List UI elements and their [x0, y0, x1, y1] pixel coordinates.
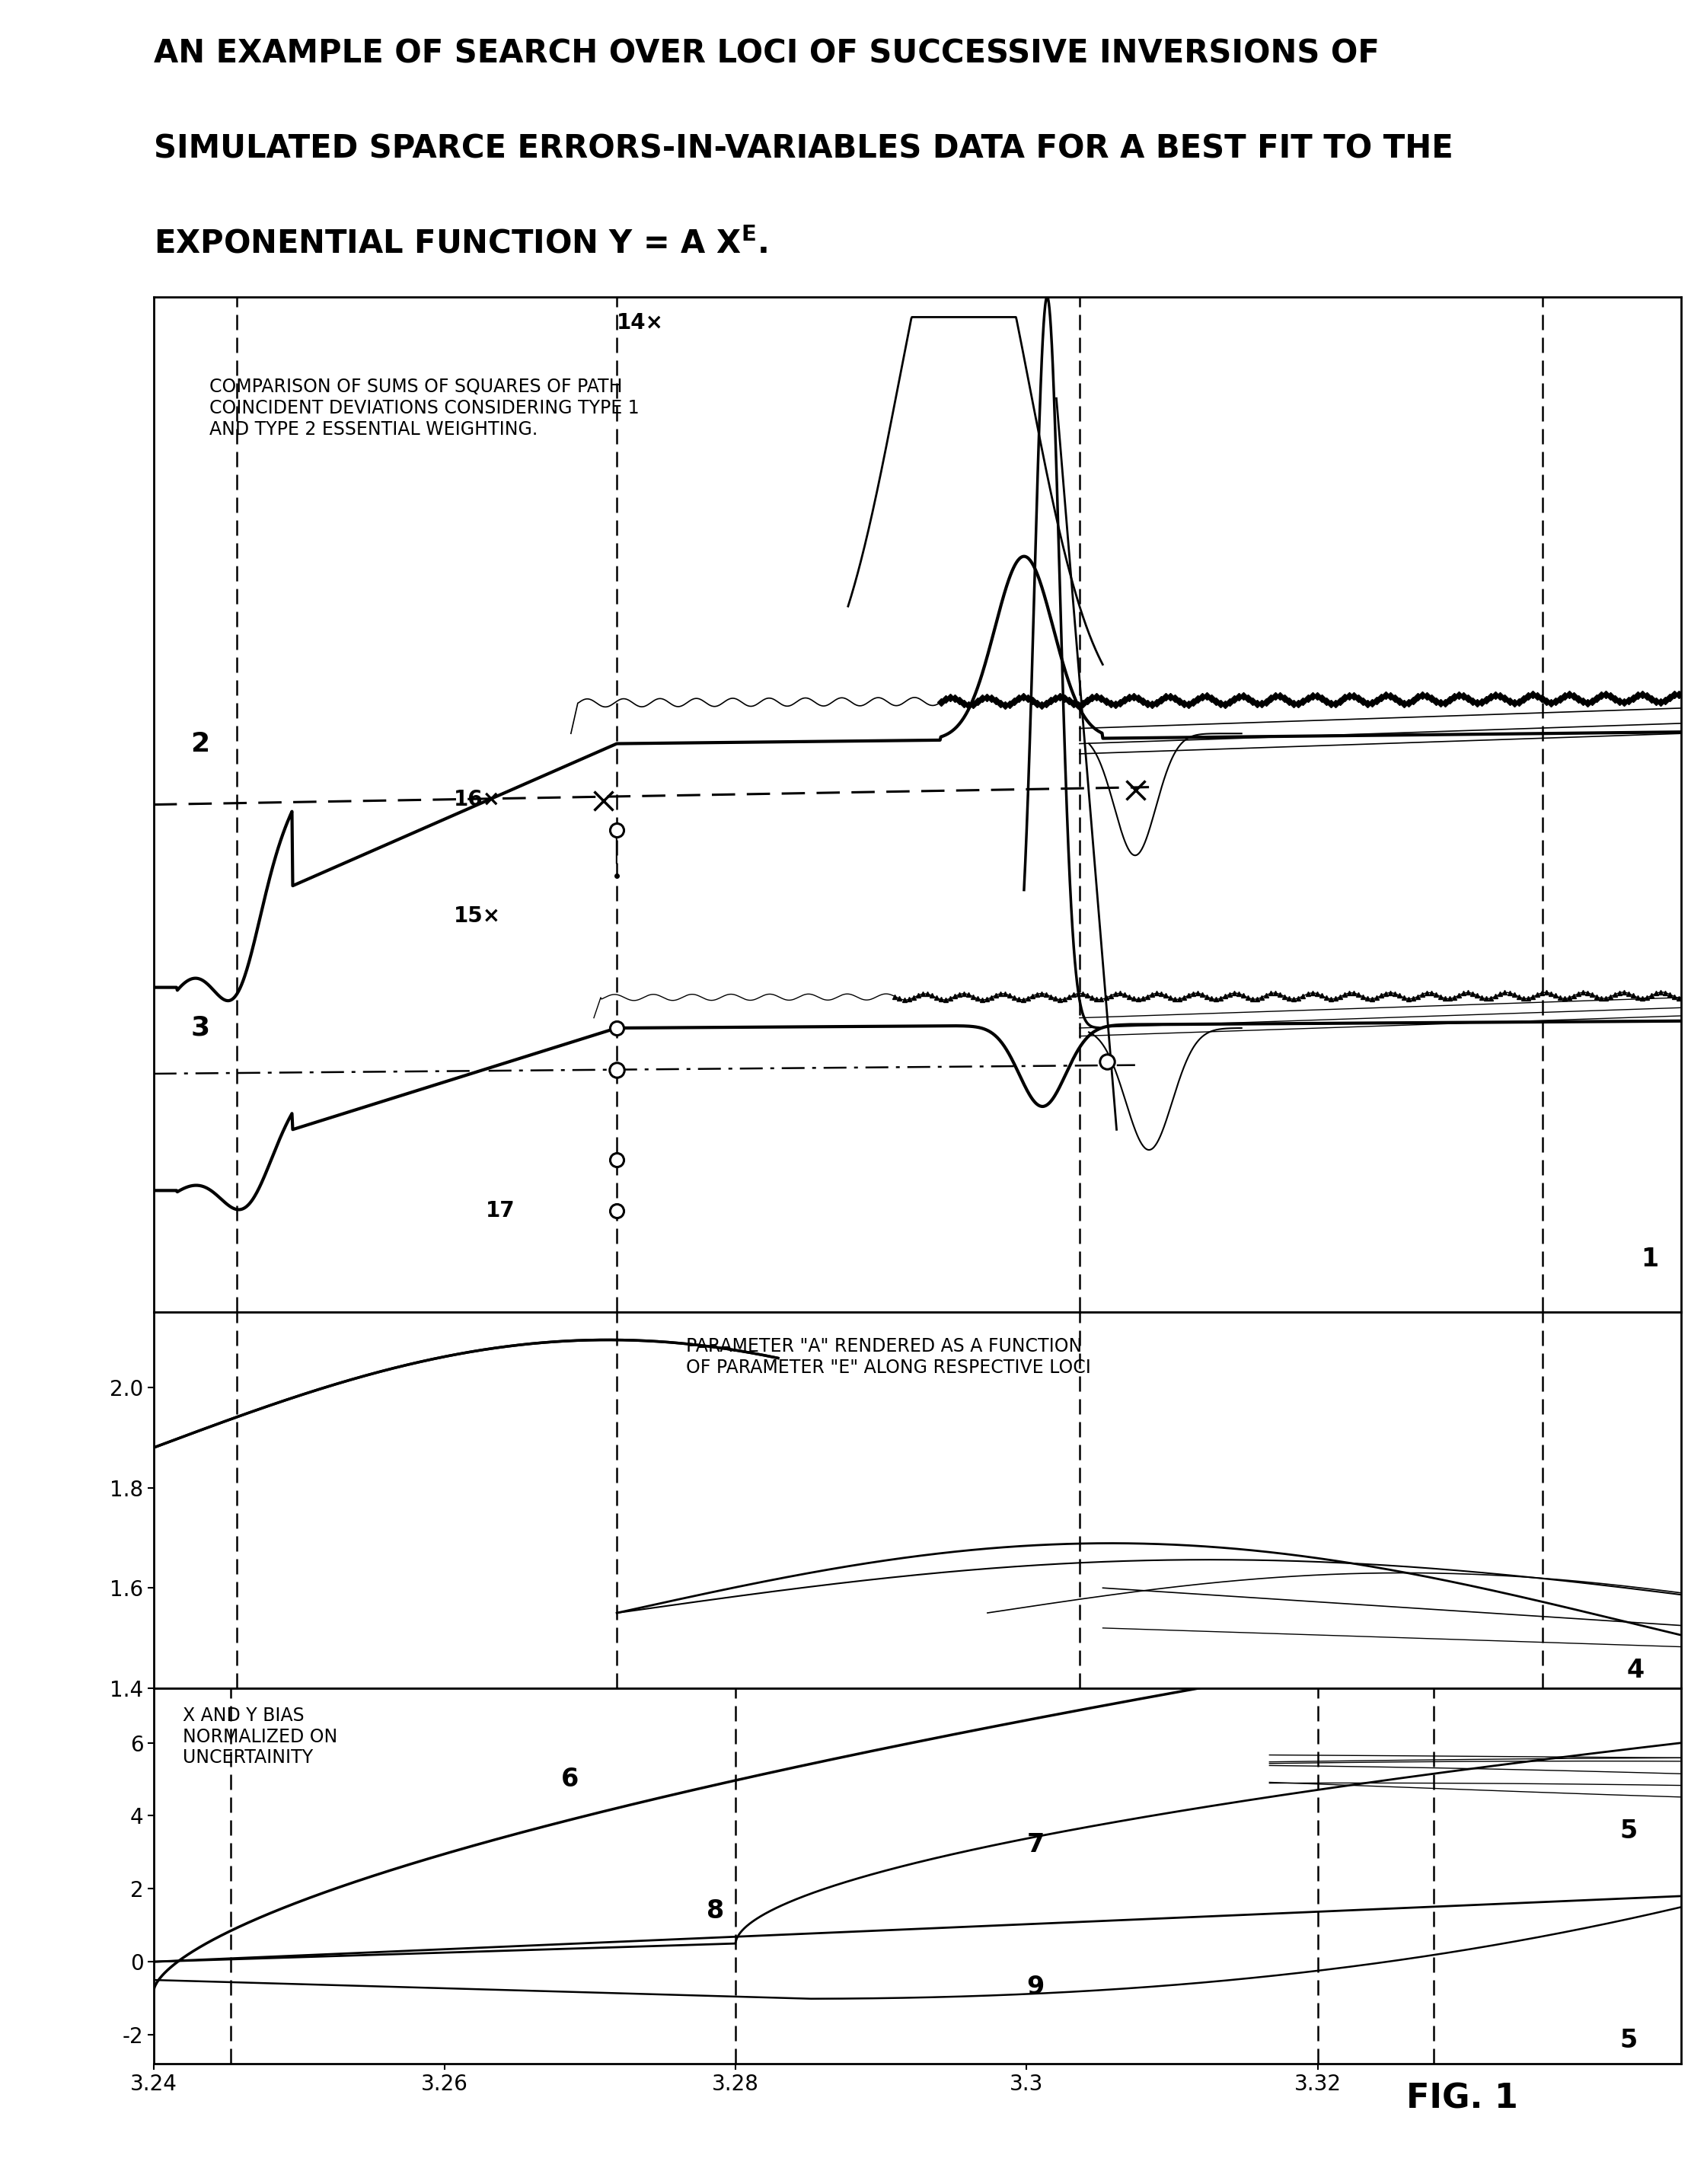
- Text: SIMULATED SPARCE ERRORS-IN-VARIABLES DATA FOR A BEST FIT TO THE: SIMULATED SPARCE ERRORS-IN-VARIABLES DAT…: [154, 133, 1453, 166]
- Text: 14×: 14×: [616, 312, 664, 334]
- Text: 9: 9: [1026, 1974, 1045, 2001]
- Text: 17: 17: [485, 1201, 516, 1221]
- Text: EXPONENTIAL FUNCTION Y = A X$^{\mathbf{E}}$.: EXPONENTIAL FUNCTION Y = A X$^{\mathbf{E…: [154, 227, 766, 260]
- Text: :13: :13: [1523, 1339, 1562, 1358]
- Text: 4: 4: [1627, 1658, 1644, 1684]
- Text: 1: 1: [1640, 1247, 1657, 1271]
- Text: FIG. 1: FIG. 1: [1407, 2081, 1518, 2114]
- Text: 7: 7: [1026, 1832, 1045, 1859]
- Text: 16×: 16×: [454, 788, 500, 810]
- Text: X AND Y BIAS
NORMALIZED ON
UNCERTAINITY: X AND Y BIAS NORMALIZED ON UNCERTAINITY: [183, 1706, 338, 1767]
- Text: 2: 2: [191, 732, 210, 756]
- Text: 5: 5: [1620, 2027, 1637, 2053]
- Text: :10: :10: [217, 1339, 256, 1358]
- Text: AN EXAMPLE OF SEARCH OVER LOCI OF SUCCESSIVE INVERSIONS OF: AN EXAMPLE OF SEARCH OVER LOCI OF SUCCES…: [154, 37, 1379, 70]
- Text: :11: :11: [597, 1339, 637, 1358]
- Text: 15×: 15×: [454, 906, 500, 926]
- Text: :12: :12: [1060, 1339, 1099, 1358]
- Text: COMPARISON OF SUMS OF SQUARES OF PATH
COINCIDENT DEVIATIONS CONSIDERING TYPE 1
A: COMPARISON OF SUMS OF SQUARES OF PATH CO…: [210, 378, 638, 439]
- Text: 6: 6: [562, 1767, 579, 1791]
- Text: PARAMETER "A" RENDERED AS A FUNCTION
OF PARAMETER "E" ALONG RESPECTIVE LOCI: PARAMETER "A" RENDERED AS A FUNCTION OF …: [686, 1337, 1091, 1376]
- Text: 3: 3: [191, 1016, 210, 1042]
- Text: 8: 8: [707, 1898, 724, 1924]
- Text: 5: 5: [1620, 1819, 1637, 1843]
